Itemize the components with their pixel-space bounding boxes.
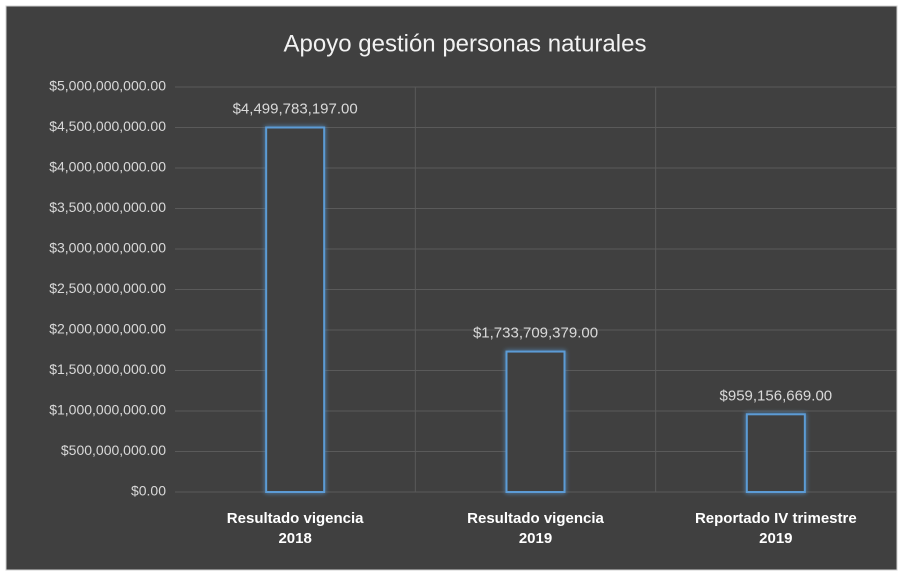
y-tick-label: $3,500,000,000.00: [49, 199, 166, 215]
y-tick-label: $500,000,000.00: [61, 442, 166, 458]
x-tick-label: Resultado vigencia 2018: [226, 510, 364, 547]
y-tick-label: $1,500,000,000.00: [49, 361, 166, 377]
bar: [505, 350, 566, 494]
y-tick-label: $2,500,000,000.00: [49, 280, 166, 296]
data-label: $1,733,709,379.00: [473, 325, 598, 342]
y-tick-label: $2,000,000,000.00: [49, 321, 166, 337]
x-tick-label: Resultado vigencia 2019: [467, 510, 604, 547]
bar: [745, 413, 806, 494]
y-tick-label: $1,000,000,000.00: [49, 402, 166, 418]
y-tick-label: $0.00: [131, 483, 166, 499]
y-tick-label: $3,000,000,000.00: [49, 240, 166, 256]
data-label: $959,156,669.00: [720, 387, 833, 404]
data-label: $4,499,783,197.00: [233, 100, 358, 117]
y-tick-label: $4,000,000,000.00: [49, 159, 166, 175]
bar: [265, 126, 326, 494]
y-tick-label: $4,500,000,000.00: [49, 118, 166, 134]
y-tick-label: $5,000,000,000.00: [49, 78, 166, 94]
chart-title: Apoyo gestión personas naturales: [284, 30, 647, 57]
x-tick-label: Reportado IV trimestre 2019: [694, 510, 857, 547]
